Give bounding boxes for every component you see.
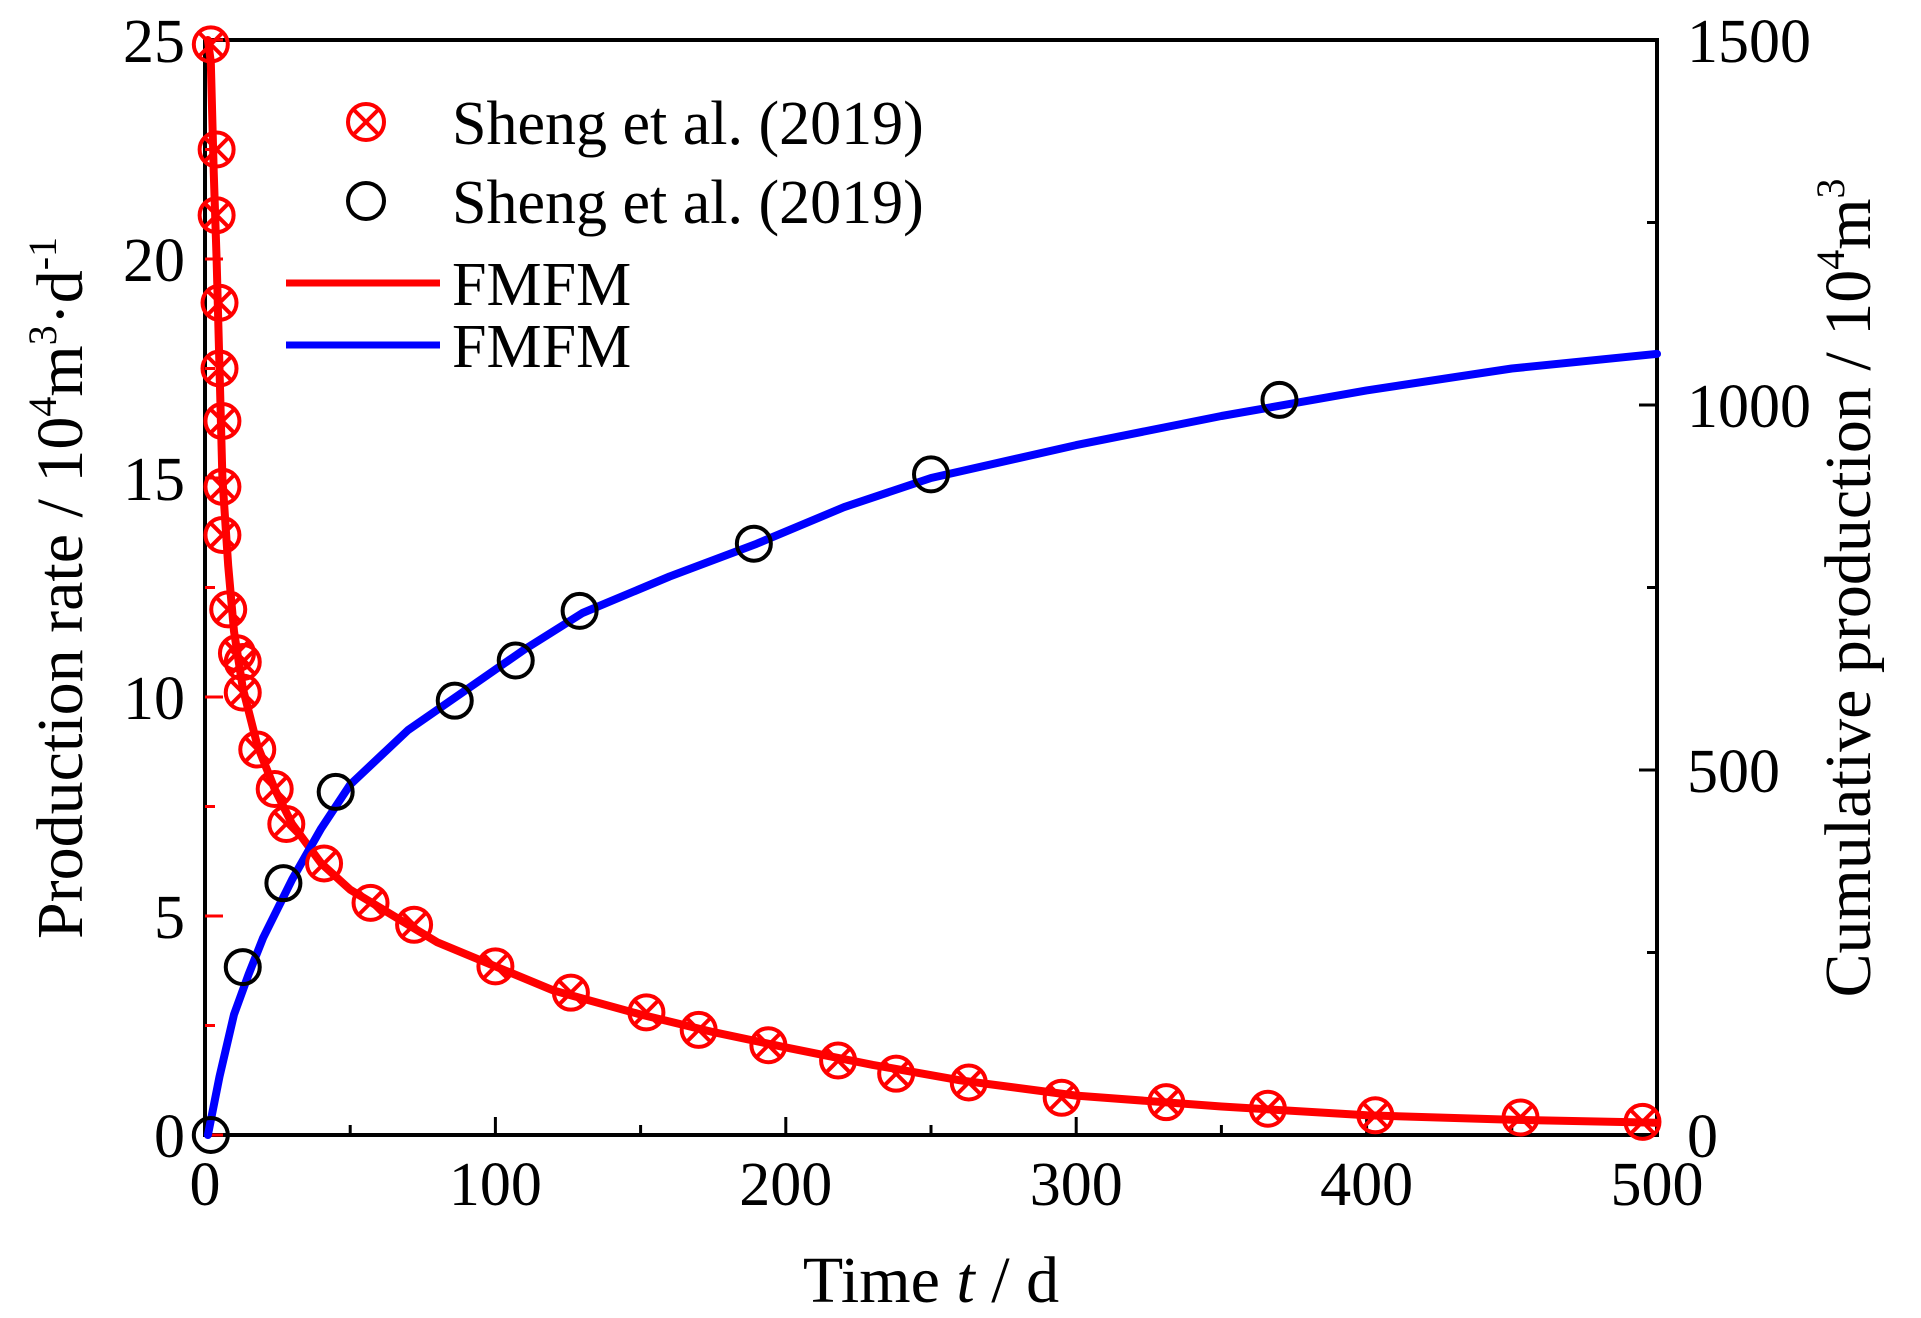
data-point-rate bbox=[209, 590, 248, 629]
x-tick-label: 0 bbox=[190, 1151, 221, 1219]
y-left-tick-label: 5 bbox=[154, 884, 185, 952]
data-point-rate bbox=[819, 1041, 858, 1080]
legend-label-fmfm-cumulative: FMFM bbox=[452, 313, 631, 381]
data-point-cumulative bbox=[734, 524, 773, 563]
data-point-rate bbox=[1356, 1096, 1395, 1135]
data-point-rate bbox=[1501, 1098, 1540, 1137]
data-point-rate bbox=[476, 947, 515, 986]
data-point-rate bbox=[223, 673, 262, 712]
data-point-rate bbox=[191, 25, 230, 64]
y-right-tick-label: 1000 bbox=[1687, 373, 1811, 441]
data-point-rate bbox=[255, 769, 294, 808]
y-right-tick-label: 500 bbox=[1687, 738, 1780, 806]
data-point-rate bbox=[223, 642, 262, 681]
y-left-tick-label: 20 bbox=[123, 227, 185, 295]
x-tick-label: 200 bbox=[739, 1151, 832, 1219]
data-point-rate bbox=[679, 1010, 718, 1049]
data-point-rate bbox=[203, 402, 242, 441]
data-point-cumulative bbox=[1260, 380, 1299, 419]
data-point-rate bbox=[1248, 1089, 1287, 1128]
data-point-cumulative bbox=[496, 641, 535, 680]
y-right-axis-title: Cumulative production / 104m3 bbox=[1808, 178, 1885, 997]
y-right-tick-label: 1500 bbox=[1687, 8, 1811, 76]
legend-entry-sheng-rate: Sheng et al. (2019) bbox=[346, 90, 924, 158]
data-point-cumulative bbox=[223, 948, 262, 987]
y-right-tick-label: 0 bbox=[1687, 1103, 1718, 1171]
data-point-rate bbox=[238, 730, 277, 769]
y-left-tick-label: 15 bbox=[123, 446, 185, 514]
legend-marker-x-circle-icon bbox=[346, 102, 386, 142]
data-point-cumulative bbox=[191, 1116, 230, 1154]
plot-border bbox=[203, 38, 1659, 1137]
legend-label-sheng-cumulative: Sheng et al. (2019) bbox=[452, 169, 924, 237]
data-point-cumulative bbox=[912, 455, 950, 494]
legend-marker-circle-icon bbox=[346, 181, 386, 221]
y-left-tick-label: 10 bbox=[123, 665, 185, 733]
data-point-rate bbox=[949, 1063, 988, 1102]
x-tick-label: 300 bbox=[1030, 1151, 1123, 1219]
data-point-rate bbox=[197, 130, 236, 169]
x-tick-label: 100 bbox=[449, 1151, 542, 1219]
legend-label-fmfm-rate: FMFM bbox=[452, 251, 631, 319]
data-point-rate bbox=[877, 1054, 916, 1093]
y-right-axis-ticks: 0 500 1000 1500 bbox=[1639, 8, 1811, 1171]
data-point-rate bbox=[749, 1026, 788, 1065]
plot-frame bbox=[203, 38, 1659, 1137]
data-point-rate bbox=[1147, 1083, 1186, 1122]
legend-label-sheng-rate: Sheng et al. (2019) bbox=[452, 90, 924, 158]
legend-entry-sheng-cumulative: Sheng et al. (2019) bbox=[346, 169, 924, 237]
data-point-cumulative bbox=[316, 772, 355, 811]
data-point-cumulative bbox=[560, 591, 599, 630]
data-point-rate bbox=[203, 515, 242, 554]
data-point-rate bbox=[305, 844, 344, 883]
x-tick-label: 500 bbox=[1611, 1151, 1704, 1219]
data-point-cumulative bbox=[435, 681, 474, 720]
data-point-rate bbox=[395, 905, 434, 944]
y-left-axis-title: Production rate / 104m3·d-1 bbox=[20, 237, 97, 939]
data-point-rate bbox=[267, 805, 306, 844]
data-point-rate bbox=[197, 196, 236, 235]
x-axis-ticks: 0 100 200 300 400 500 bbox=[190, 1117, 1704, 1219]
data-point-rate bbox=[1042, 1078, 1081, 1117]
series-markers bbox=[191, 25, 1662, 1154]
data-point-rate bbox=[203, 467, 242, 506]
series-line-left bbox=[203, 36, 1661, 1127]
legend-entry-fmfm-cumulative: FMFM bbox=[286, 313, 631, 381]
data-point-rate bbox=[200, 283, 239, 322]
data-point-rate bbox=[200, 349, 239, 388]
data-point-rate bbox=[627, 993, 666, 1032]
legend: Sheng et al. (2019) Sheng et al. (2019) … bbox=[286, 90, 924, 381]
data-point-rate bbox=[351, 883, 390, 922]
y-left-axis-ticks: 0 5 10 15 20 25 bbox=[123, 8, 223, 1171]
data-point-rate bbox=[1623, 1102, 1662, 1141]
x-axis-title: Time t / d bbox=[803, 1244, 1059, 1317]
data-point-rate bbox=[551, 973, 590, 1012]
x-tick-label: 400 bbox=[1320, 1151, 1413, 1219]
data-point-cumulative bbox=[264, 864, 303, 903]
y-left-tick-label: 0 bbox=[154, 1103, 185, 1171]
legend-entry-fmfm-rate: FMFM bbox=[286, 251, 631, 319]
y-left-tick-label: 25 bbox=[123, 8, 185, 76]
series-line-right bbox=[203, 349, 1661, 1139]
series-lines bbox=[203, 36, 1661, 1139]
